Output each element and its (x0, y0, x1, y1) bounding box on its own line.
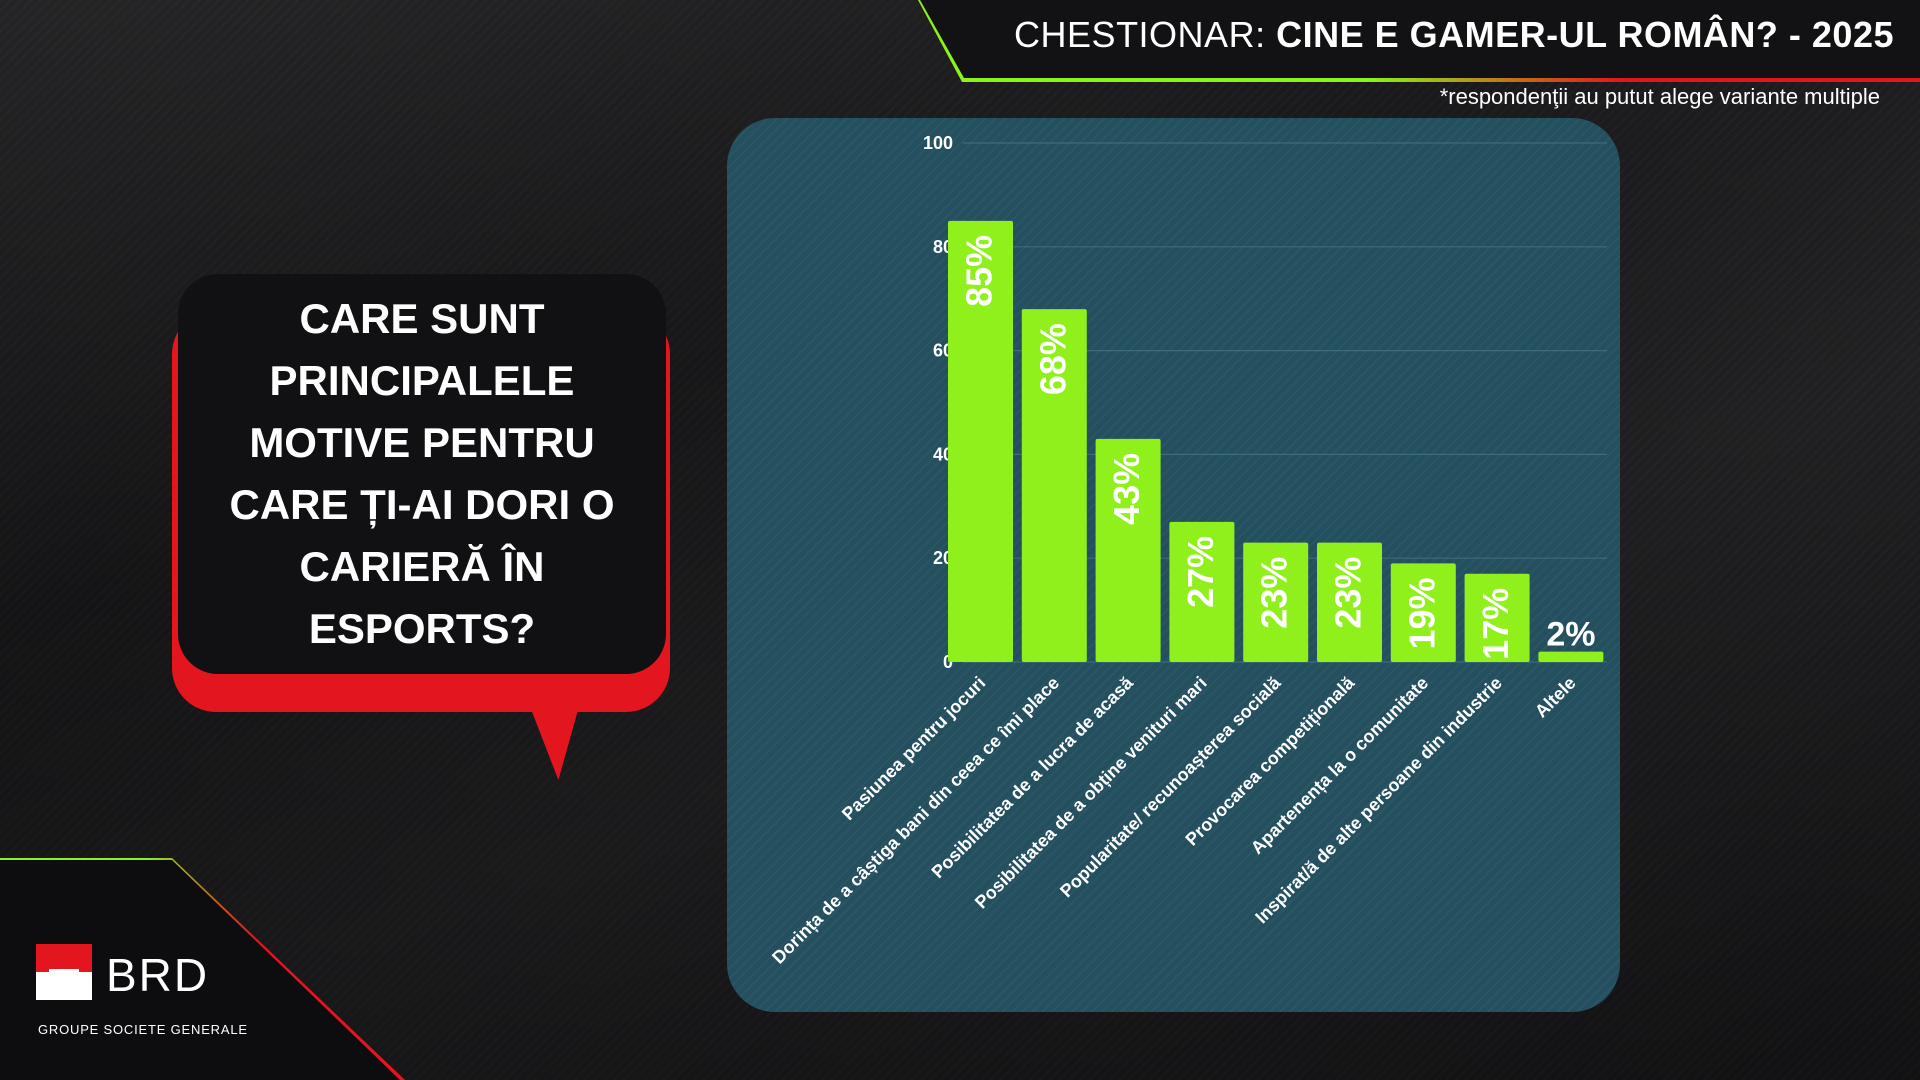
bar-value-label: 23% (1328, 557, 1369, 629)
bar-value-label: 85% (959, 235, 1000, 307)
bar-value-label: 2% (1546, 616, 1595, 654)
y-tick-label: 100 (923, 133, 953, 153)
bar-value-label: 68% (1032, 323, 1073, 395)
brand-name: BRD (106, 949, 210, 1001)
bar-value-label: 43% (1106, 453, 1147, 525)
footnote: *respondenţii au putut alege variante mu… (1439, 84, 1880, 109)
bar (1538, 651, 1604, 662)
bar (1317, 542, 1382, 662)
question-bubble: CARE SUNT PRINCIPALELE MOTIVE PENTRU CAR… (178, 274, 666, 674)
header-title-main: CINE E GAMER-UL ROMÂN? - 2025 (1276, 14, 1894, 55)
bar-value-label: 17% (1475, 588, 1516, 660)
brd-logo-icon (36, 944, 92, 1000)
brand-subtitle: GROUPE SOCIETE GENERALE (38, 1022, 248, 1037)
y-tick-label: 0 (943, 652, 953, 672)
y-tick-label: 80 (933, 237, 953, 257)
question-text: CARE SUNT PRINCIPALELE MOTIVE PENTRU CAR… (229, 295, 615, 652)
y-tick-label: 20 (933, 548, 953, 568)
bar (1464, 573, 1530, 662)
bar-value-label: 23% (1254, 557, 1295, 629)
bar (948, 220, 1013, 662)
x-category-label: Altele (1531, 673, 1580, 722)
x-category-label: Pasiunea pentru jocuri (838, 673, 989, 824)
bar-value-label: 27% (1180, 536, 1221, 608)
bar (1021, 309, 1087, 662)
bar-value-label: 19% (1401, 577, 1442, 649)
x-category-label: Dorința de a câștiga bani din ceea ce îm… (768, 673, 1063, 968)
header-title: CHESTIONAR: CINE E GAMER-UL ROMÂN? - 202… (1014, 14, 1894, 56)
header-title-prefix: CHESTIONAR: (1014, 14, 1266, 55)
header-banner (920, 0, 1920, 78)
bar (1169, 521, 1235, 662)
bar (1095, 438, 1161, 662)
y-tick-label: 40 (933, 444, 953, 464)
y-tick-label: 60 (933, 341, 953, 361)
bar (1243, 542, 1309, 662)
bar-chart: 0 20 40 60 80 100 85% Pasiunea pentru jocuri 68%… (768, 133, 1607, 968)
bar (1390, 563, 1456, 662)
